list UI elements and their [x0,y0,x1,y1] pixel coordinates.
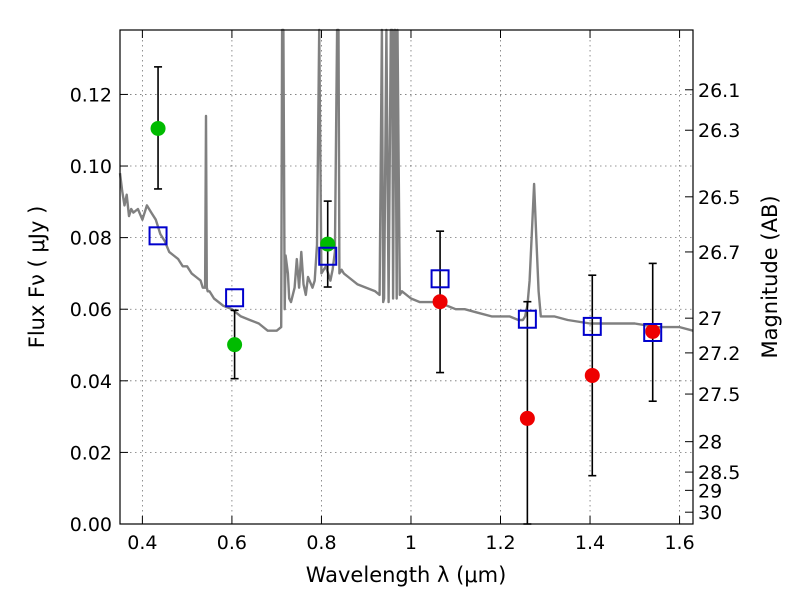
y-tick-label: 0.08 [70,228,112,250]
y2-tick-label: 27.2 [698,343,740,365]
y2-tick-label: 30 [698,502,722,524]
y-tick-label: 0.00 [70,514,112,536]
y-tick-label: 0.10 [70,156,112,178]
data-point-marker [585,368,600,383]
x-tick-label: 0.8 [306,532,336,554]
y-tick-label: 0.12 [70,84,112,106]
x-axis-title: Wavelength λ (μm) [306,563,507,587]
data-point-marker [433,294,448,309]
y2-tick-label: 29 [698,480,722,502]
x-tick-label: 0.4 [127,532,157,554]
x-tick-label: 1.2 [485,532,515,554]
y2-tick-label: 26.5 [698,187,740,209]
data-point-marker [320,237,335,252]
data-point-marker [520,411,535,426]
x-tick-label: 0.6 [217,532,247,554]
y2-axis-title: Magnitude (AB) [758,195,782,358]
y-tick-label: 0.04 [70,371,112,393]
data-point-marker [645,324,660,339]
y2-tick-label: 26.1 [698,80,740,102]
y-axis-title: Flux Fν ( μJy ) [25,206,49,349]
data-point-marker [227,337,242,352]
x-tick-label: 1 [405,532,417,554]
data-point-marker [151,121,166,136]
y2-tick-label: 26.3 [698,120,740,142]
x-tick-label: 1.6 [664,532,694,554]
y2-tick-label: 27 [698,308,722,330]
sed-chart: 0.4 0.6 0.8 1 1.2 1.4 1.6 0.00 0.02 0.04 0.06 0.08 0… [0,0,800,600]
y-tick-label: 0.06 [70,299,112,321]
x-tick-label: 1.4 [575,532,605,554]
y-tick-label: 0.02 [70,442,112,464]
y2-tick-label: 27.5 [698,384,740,406]
y2-tick-label: 28 [698,432,722,454]
y2-tick-label: 26.7 [698,242,740,264]
